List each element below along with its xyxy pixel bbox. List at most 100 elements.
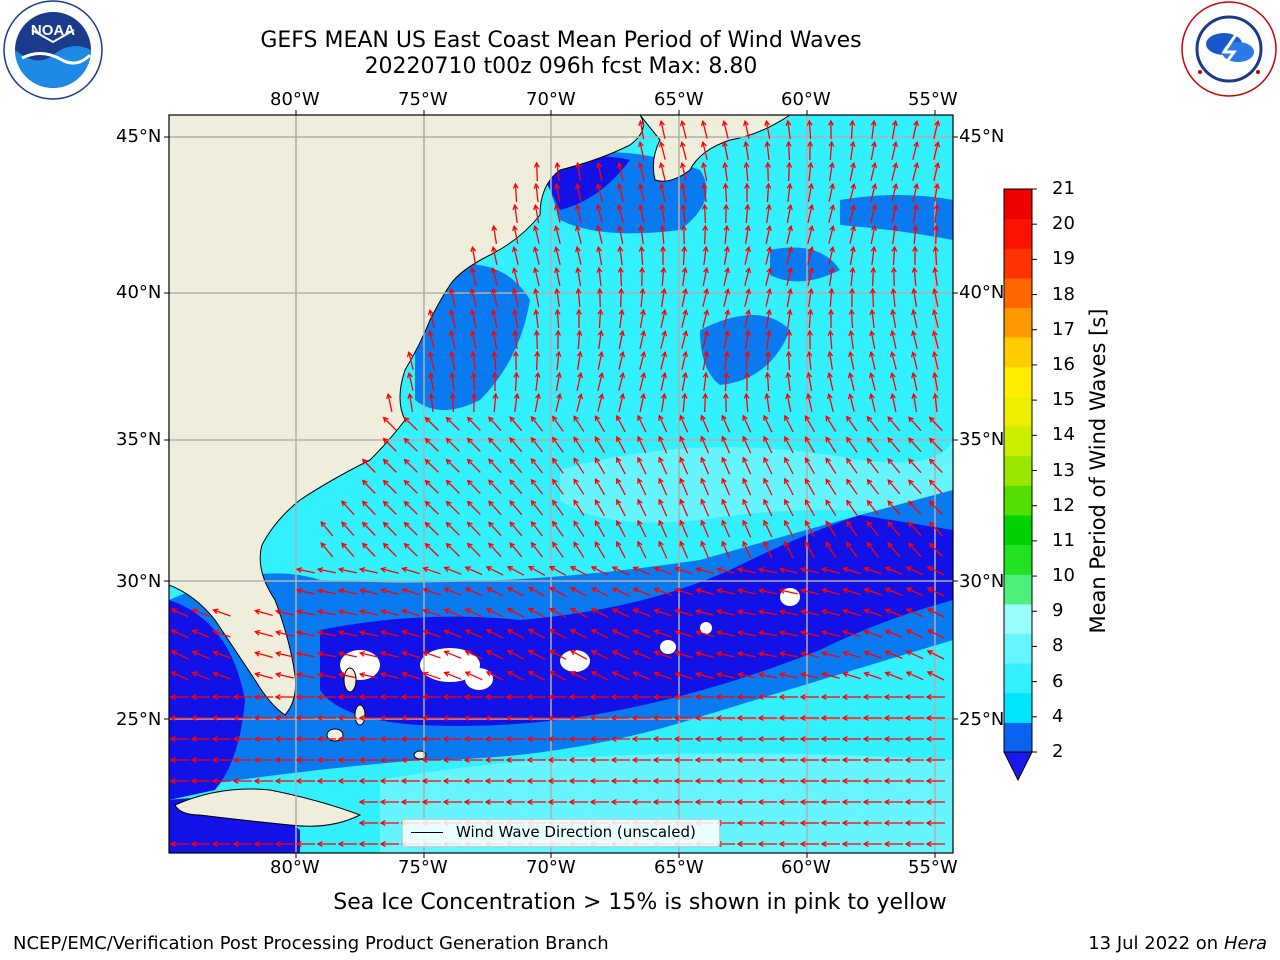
wind-arrow-shaft bbox=[738, 631, 756, 637]
wind-arrow bbox=[702, 245, 709, 266]
wind-arrow-head bbox=[846, 457, 852, 464]
wind-arrow bbox=[660, 245, 666, 266]
wind-arrow-shaft bbox=[908, 521, 922, 537]
wind-arrow-head bbox=[445, 416, 452, 423]
wind-arrow-head bbox=[527, 587, 535, 593]
wind-arrow-shaft bbox=[933, 331, 939, 349]
wind-arrow bbox=[618, 392, 626, 412]
wind-arrow-head bbox=[513, 392, 520, 399]
wind-arrow-head bbox=[358, 736, 365, 742]
wind-arrow-head bbox=[616, 203, 623, 211]
wind-arrow-shaft bbox=[616, 541, 626, 559]
wind-arrow-shaft bbox=[513, 226, 519, 244]
wind-arrow-head bbox=[295, 694, 302, 700]
wind-arrow-head bbox=[400, 757, 407, 763]
wind-arrow-shaft bbox=[618, 163, 624, 181]
wind-arrow-head bbox=[274, 608, 282, 615]
wind-arrow-shaft bbox=[549, 650, 567, 660]
wind-arrow bbox=[509, 458, 523, 474]
wind-arrow-head bbox=[846, 541, 852, 548]
wind-arrow-head bbox=[191, 650, 198, 656]
wind-arrow bbox=[904, 778, 924, 784]
wind-arrow-head bbox=[715, 608, 723, 615]
wind-arrow-head bbox=[533, 308, 540, 315]
wind-arrow bbox=[382, 437, 397, 452]
wind-arrow-shaft bbox=[404, 480, 418, 494]
wind-arrow bbox=[316, 778, 336, 784]
wind-arrow bbox=[212, 650, 231, 659]
wind-arrow bbox=[295, 694, 315, 700]
wind-arrow-head bbox=[169, 715, 176, 721]
wind-arrow bbox=[358, 757, 378, 763]
wind-arrow-shaft bbox=[780, 631, 798, 637]
wind-arrow-shaft bbox=[555, 268, 561, 286]
wind-arrow bbox=[401, 608, 420, 617]
wind-arrow-head bbox=[890, 287, 897, 294]
wind-arrow-shaft bbox=[639, 163, 645, 181]
colorbar-segment bbox=[1004, 485, 1032, 516]
wind-arrow-head bbox=[778, 672, 786, 678]
wind-arrow-head bbox=[470, 350, 477, 358]
wind-arrow bbox=[870, 161, 878, 181]
wind-arrow bbox=[721, 414, 731, 433]
wind-arrow bbox=[715, 629, 735, 637]
wind-arrow-head bbox=[505, 736, 512, 742]
wind-arrow-head bbox=[778, 757, 785, 763]
wind-arrow bbox=[470, 371, 477, 392]
wind-arrow-head bbox=[932, 371, 939, 379]
wind-arrow-shaft bbox=[885, 672, 903, 680]
wind-arrow bbox=[191, 629, 210, 639]
wind-arrow bbox=[610, 757, 630, 763]
wind-arrow-head bbox=[361, 542, 368, 549]
wind-arrow-head bbox=[530, 436, 537, 443]
wind-arrow bbox=[847, 392, 855, 412]
wind-arrow bbox=[883, 799, 903, 805]
wind-arrow-shaft bbox=[549, 566, 567, 576]
wind-arrow bbox=[554, 203, 561, 223]
wind-arrow bbox=[511, 245, 519, 265]
wind-arrow-head bbox=[569, 566, 577, 572]
wind-arrow-head bbox=[703, 287, 710, 295]
wind-arrow-head bbox=[884, 671, 891, 677]
wind-arrow-head bbox=[632, 671, 639, 677]
wind-arrow bbox=[211, 841, 231, 847]
wind-arrow-shaft bbox=[555, 373, 561, 391]
wind-arrow-head bbox=[638, 203, 644, 211]
wind-arrow-head bbox=[611, 608, 618, 614]
wind-arrow-head bbox=[554, 182, 561, 190]
wind-arrow bbox=[908, 521, 922, 537]
wind-arrow-shaft bbox=[633, 587, 651, 597]
wind-arrow-shaft bbox=[696, 589, 714, 595]
wind-arrow bbox=[694, 694, 714, 700]
no-data-patch bbox=[780, 588, 800, 606]
wind-arrow bbox=[804, 499, 816, 517]
wind-arrow-head bbox=[512, 224, 518, 232]
wind-arrow bbox=[596, 245, 603, 265]
wind-arrow-head bbox=[679, 161, 686, 169]
wind-arrow-shaft bbox=[871, 120, 875, 140]
wind-arrow-shaft bbox=[702, 331, 708, 349]
wind-arrow-shaft bbox=[429, 373, 435, 391]
wind-arrow-shaft bbox=[763, 520, 773, 538]
wind-arrow-shaft bbox=[825, 542, 837, 558]
wind-arrow bbox=[616, 435, 626, 454]
wind-arrow-shaft bbox=[843, 588, 861, 596]
wind-arrow-shaft bbox=[639, 142, 645, 160]
wind-arrow-head bbox=[573, 499, 579, 506]
wind-arrow-head bbox=[530, 415, 537, 422]
wind-arrow-head bbox=[808, 224, 815, 232]
wind-arrow bbox=[631, 736, 651, 742]
wind-arrow-head bbox=[933, 224, 940, 231]
wind-arrow bbox=[825, 541, 837, 558]
wind-arrow bbox=[827, 350, 834, 370]
wind-arrow bbox=[616, 182, 624, 202]
wind-arrow-shaft bbox=[744, 142, 750, 160]
wind-arrow-shaft bbox=[425, 501, 439, 515]
wind-arrow bbox=[274, 608, 294, 616]
wind-arrow bbox=[552, 499, 564, 516]
wind-arrow-head bbox=[637, 540, 643, 547]
wind-arrow-head bbox=[212, 608, 219, 615]
wind-arrow-head bbox=[828, 308, 834, 315]
wind-arrow-shaft bbox=[765, 310, 771, 328]
wind-arrow bbox=[631, 757, 651, 763]
